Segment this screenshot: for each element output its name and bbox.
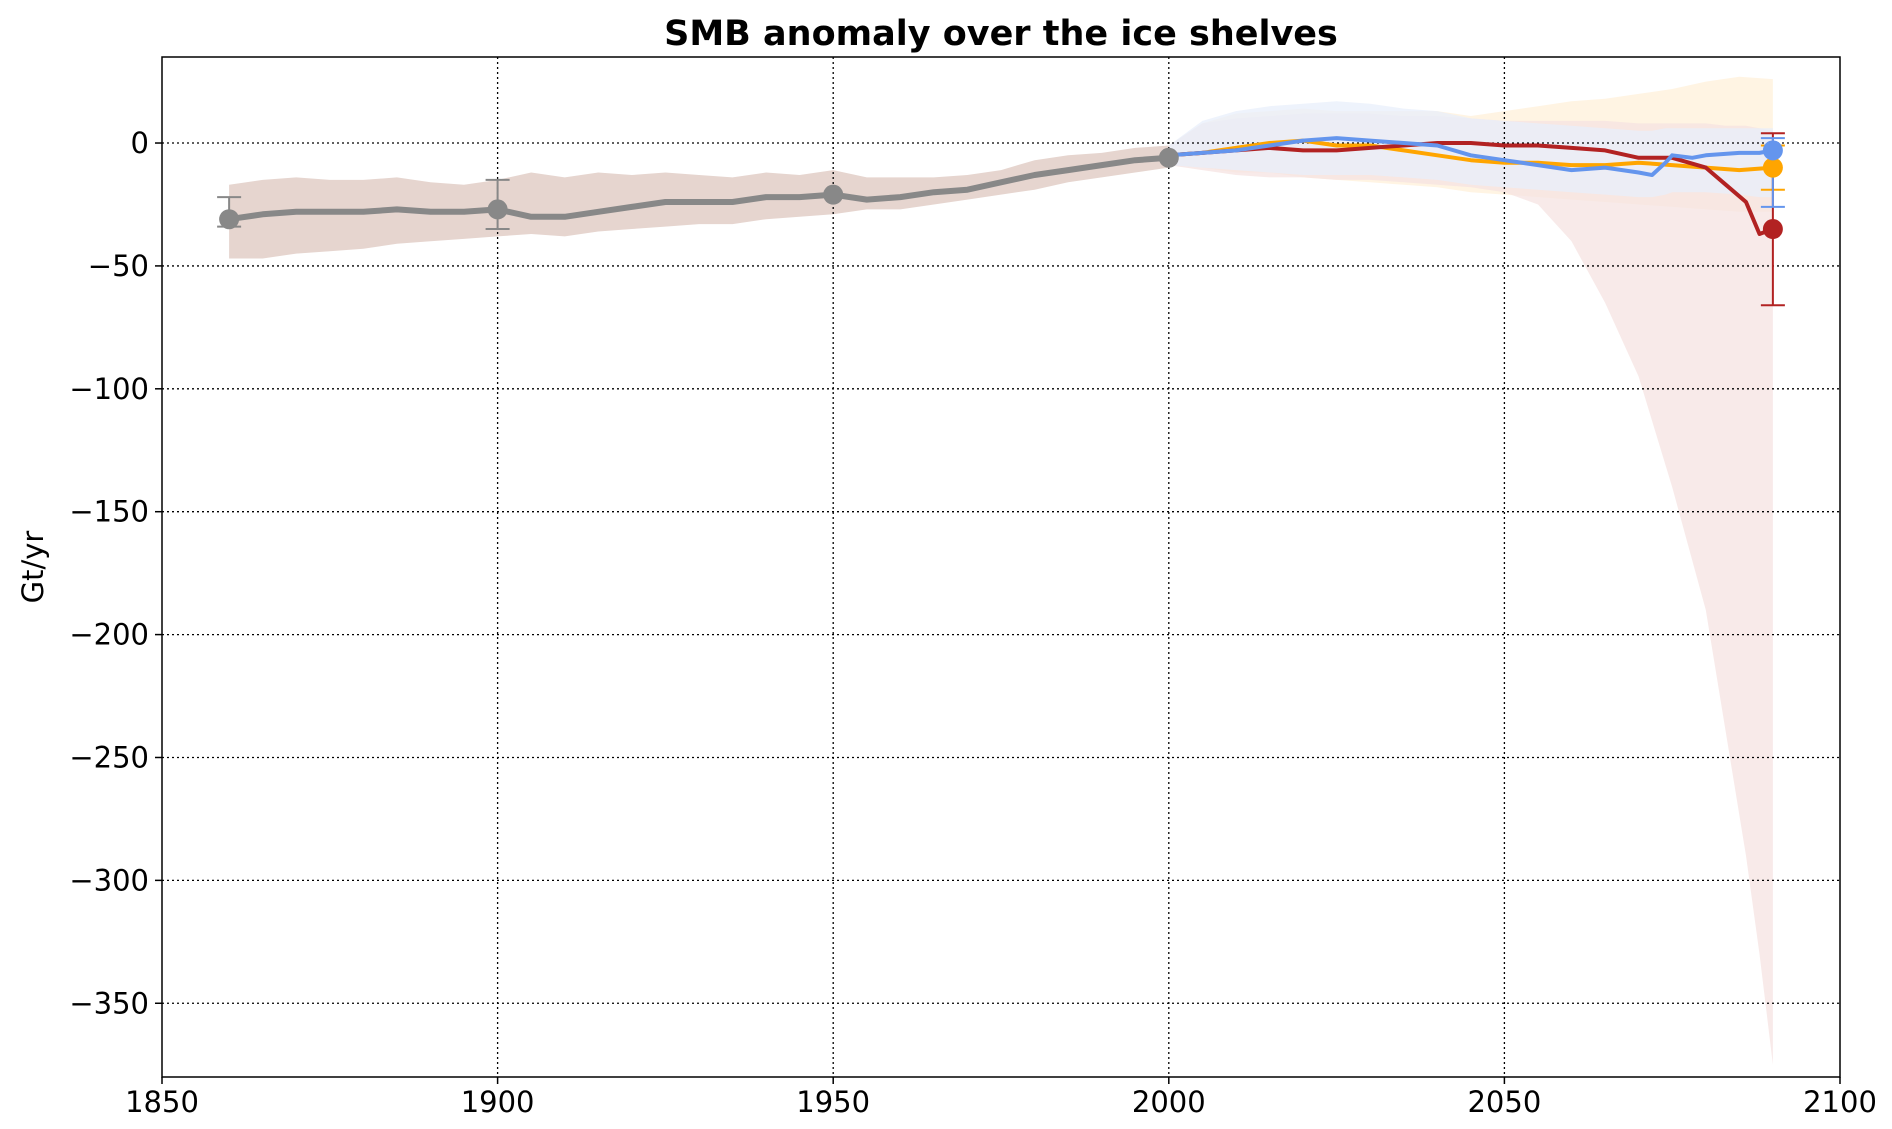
chart-title: SMB anomaly over the ice shelves [664,14,1338,54]
y-tick-label-0: 0 [131,126,149,160]
y-axis-ticks: 0 −50 −100 −150 −200 −250 −300 −350 [69,126,162,1020]
y-tick-label-5: −250 [69,740,149,774]
series-0-marker-3 [1158,147,1179,168]
y-tick-label-6: −300 [69,863,149,897]
series-2-line [1166,141,1775,236]
series-0-marker-0 [219,209,240,230]
x-axis-ticks: 1850 1900 1950 2000 2050 2100 [125,1077,1877,1119]
series-0-marker-2 [823,184,844,205]
series-0-line [226,154,1172,223]
series-markers [219,140,1783,240]
y-tick-label-3: −150 [69,495,149,529]
series-3-marker-0 [1762,140,1783,161]
x-tick-label-3: 2000 [1132,1085,1206,1119]
series-1-line [1166,138,1775,173]
y-tick-label-4: −200 [69,618,149,652]
y-tick-label-7: −350 [69,986,149,1020]
y-tick-label-2: −100 [69,372,149,406]
y-tick-label-1: −50 [88,249,149,283]
series-0-marker-1 [487,199,508,220]
x-tick-label-0: 1850 [125,1085,199,1119]
plot-frame [161,56,1841,1078]
series-2-band [1168,113,1773,1065]
y-axis-label: Gt/yr [16,531,50,604]
series-lines [226,136,1775,236]
x-tick-label-2: 1950 [796,1085,870,1119]
series-2-marker-0 [1762,219,1783,240]
x-tick-label-5: 2100 [1803,1085,1877,1119]
series-3-line [1166,136,1775,177]
series-3-band [1168,101,1773,198]
grid-lines [162,57,1840,1077]
x-tick-label-1: 1900 [461,1085,535,1119]
series-1-marker-0 [1762,157,1783,178]
x-tick-label-4: 2050 [1467,1085,1541,1119]
